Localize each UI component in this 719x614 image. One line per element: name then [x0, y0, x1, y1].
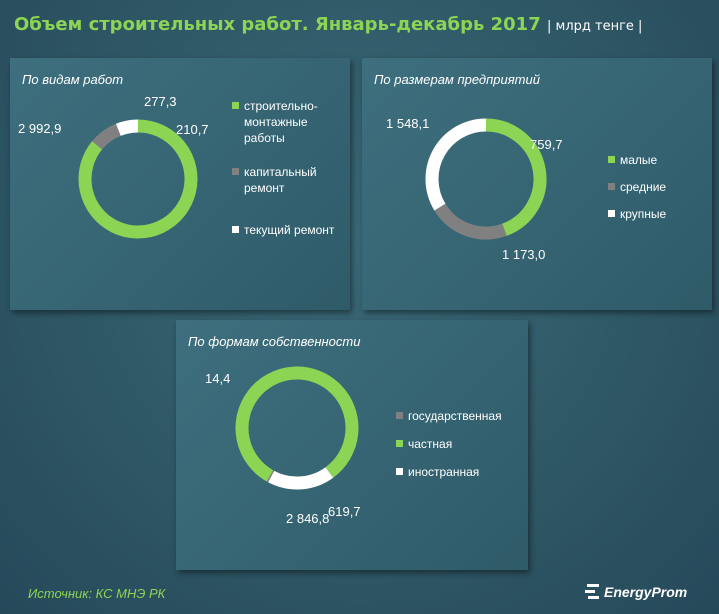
data-label-капитальный-ремонт: 277,3	[144, 94, 177, 109]
legend-swatch	[608, 210, 615, 217]
legend-item-государственная: государственная	[396, 408, 502, 424]
donut-chart-enterprise-size: 1 548,1 759,7 1 173,0	[386, 116, 563, 262]
legend-swatch	[396, 412, 403, 419]
chart-panel-ownership: По формам собственности 14,4 2 846,8 619,7…	[176, 320, 528, 570]
data-label-малые: 1 548,1	[386, 116, 429, 131]
page-title-text: Объем строительных работ. Январь-декабрь…	[14, 14, 541, 35]
data-label-государственная: 14,4	[205, 371, 230, 386]
legend-swatch	[232, 226, 239, 233]
legend-swatch	[608, 156, 615, 163]
legend-swatch	[232, 102, 239, 109]
data-label-средние: 759,7	[530, 137, 563, 152]
legend-swatch	[396, 440, 403, 447]
data-label-иностранная: 619,7	[328, 504, 361, 519]
donut-slice-малые	[485, 118, 547, 236]
legend-item-частная: частная	[396, 436, 452, 452]
donut-slice-средние	[434, 203, 507, 240]
legend-item-текущий-ремонт: текущий ремонт	[232, 222, 334, 238]
donut-slice-строительно-монтажные-работы	[78, 119, 198, 239]
chart-title-enterprise-size: По размерам предприятий	[374, 72, 540, 87]
legend-label: частная	[408, 437, 453, 451]
donut-slice-государственная	[266, 470, 275, 483]
chart-panel-work-types: По видам работ 2 992,9 277,3 210,7 строите…	[10, 58, 350, 310]
legend-item-крупные: крупные	[608, 206, 666, 222]
chart-title-work-types: По видам работ	[22, 72, 124, 87]
legend-label: крупные	[620, 207, 667, 221]
donut-slice-иностранная	[268, 467, 334, 490]
legend-swatch	[608, 183, 615, 190]
legend-label: малые	[620, 153, 658, 167]
energyprom-logo: EnergyProm	[585, 584, 687, 600]
legend-item-малые: малые	[608, 152, 657, 168]
data-label-крупные: 1 173,0	[502, 247, 545, 262]
legend-swatch	[396, 468, 403, 475]
donut-slice-крупные	[425, 118, 487, 211]
data-label-частная: 2 846,8	[286, 511, 329, 526]
energyprom-logo-text: EnergyProm	[604, 584, 688, 600]
data-label-текущий-ремонт: 210,7	[176, 122, 209, 137]
donut-chart-work-types: 2 992,9 277,3 210,7	[18, 94, 209, 239]
legend-label: средние	[620, 180, 667, 194]
legend-label: иностранная	[408, 465, 480, 479]
legend-item-капитальный-ремонт: капитальный ремонт	[232, 164, 317, 196]
legend-swatch	[232, 168, 239, 175]
chart-panel-enterprise-size: По размерам предприятий 1 548,1 759,7 1 17…	[362, 58, 712, 310]
donut-slice-капитальный-ремонт	[92, 123, 122, 150]
page-title-unit: | млрд тенге |	[547, 19, 643, 34]
legend-label: текущий ремонт	[244, 223, 335, 237]
page-title: Объем строительных работ. Январь-декабрь…	[14, 14, 642, 35]
chart-title-ownership: По формам собственности	[188, 334, 361, 349]
legend-label: государственная	[408, 409, 502, 423]
legend-item-строительно-монтажные-работы: строительно-монтажные работы	[232, 98, 318, 146]
legend-label: капитальный ремонт	[244, 165, 317, 195]
legend-item-средние: средние	[608, 179, 666, 195]
legend-label: строительно-монтажные работы	[244, 99, 318, 145]
donut-slice-частная	[235, 366, 359, 482]
donut-slice-текущий-ремонт	[115, 119, 139, 136]
legend-item-иностранная: иностранная	[396, 464, 479, 480]
source-note: Источник: КС МНЭ РК	[28, 586, 166, 601]
energyprom-logo-icon	[585, 584, 599, 599]
data-label-строительно-монтажные-работы: 2 992,9	[18, 121, 61, 136]
